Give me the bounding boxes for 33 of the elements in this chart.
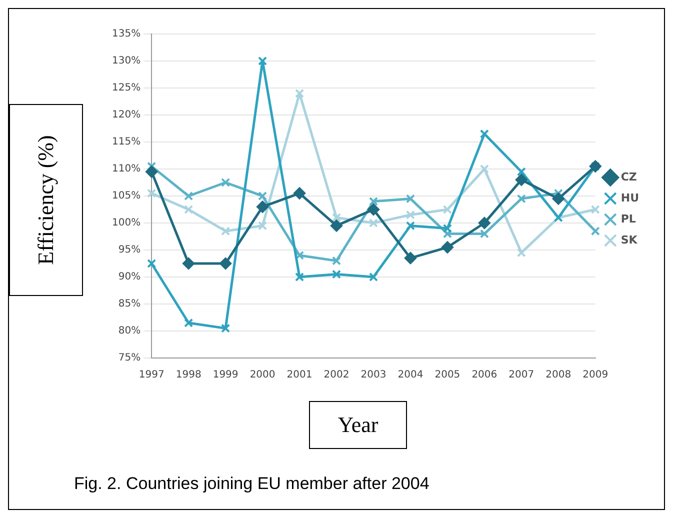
x-tick-label: 2006 [472, 370, 498, 381]
y-tick-label: 95% [118, 244, 141, 256]
y-tick-label: 120% [112, 110, 141, 121]
x-tick-label: 2007 [508, 370, 534, 381]
y-tick-label: 85% [118, 298, 141, 310]
x-tick-label: 2002 [324, 370, 350, 381]
y-tick-label: 110% [112, 164, 141, 175]
y-tick-label: 90% [118, 272, 141, 283]
y-tick-label: 125% [112, 82, 141, 94]
x-tick-label: 2001 [286, 370, 312, 381]
legend-label: HU [620, 191, 639, 204]
x-tick-label: 2005 [434, 370, 460, 381]
x-tick-label: 1999 [212, 370, 238, 381]
x-tick-label: 1997 [138, 370, 164, 381]
y-tick-label: 80% [118, 326, 141, 337]
x-tick-label: 2009 [582, 370, 608, 381]
x-tick-label: 2004 [398, 370, 424, 381]
x-tick-label: 1998 [176, 370, 202, 381]
y-tick-label: 130% [112, 56, 141, 67]
y-axis-title: Efficiency (%) [33, 135, 59, 265]
legend-label: PL [620, 212, 636, 226]
y-tick-label: 100% [112, 218, 141, 229]
y-tick-label: 135% [112, 28, 141, 40]
caption: Fig. 2. Countries joining EU member after 2004 [74, 474, 430, 494]
y-tick-label: 75% [118, 352, 141, 364]
y-tick-label: 115% [112, 136, 141, 148]
y-tick-label: 105% [112, 190, 141, 202]
legend-label: SK [620, 233, 638, 246]
x-tick-label: 2003 [360, 370, 386, 381]
x-tick-label: 2000 [250, 370, 276, 381]
legend-label: CZ [620, 170, 637, 184]
x-axis-title: Year [309, 401, 407, 449]
x-tick-label: 2008 [546, 370, 572, 381]
